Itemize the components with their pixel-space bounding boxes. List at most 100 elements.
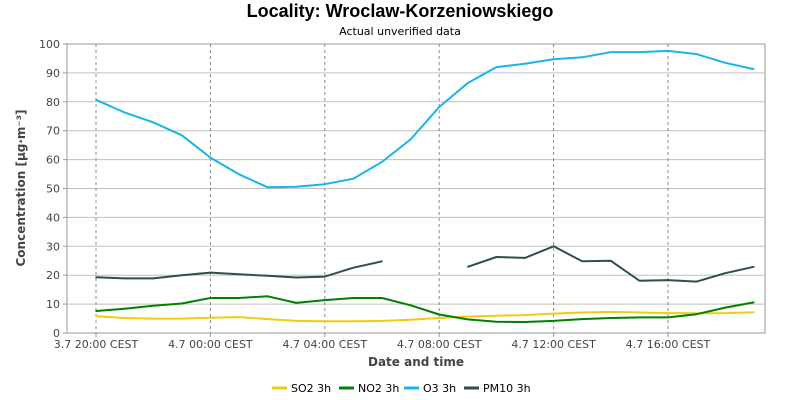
data-point-so2-3h bbox=[295, 320, 298, 322]
data-point-so2-3h bbox=[467, 315, 469, 318]
data-point-o3-3h bbox=[524, 62, 526, 65]
chart-subtitle: Actual unverified data bbox=[339, 25, 461, 38]
data-point-o3-3h bbox=[467, 82, 469, 84]
data-point-pm10-3h bbox=[123, 277, 126, 280]
x-axis-label: Date and time bbox=[368, 355, 464, 369]
legend-label-no2-3h: NO2 3h bbox=[358, 382, 399, 395]
data-point-no2-3h bbox=[524, 321, 526, 323]
data-point-no2-3h bbox=[667, 316, 669, 319]
data-point-so2-3h bbox=[753, 311, 755, 314]
data-point-pm10-3h bbox=[638, 279, 641, 282]
data-point-o3-3h bbox=[295, 186, 298, 188]
data-point-o3-3h bbox=[409, 138, 412, 141]
data-point-o3-3h bbox=[352, 177, 355, 180]
data-point-o3-3h bbox=[181, 134, 183, 137]
data-point-pm10-3h bbox=[352, 266, 355, 269]
y-tick-label: 90 bbox=[46, 67, 60, 80]
data-point-so2-3h bbox=[324, 320, 326, 323]
data-point-pm10-3h bbox=[495, 256, 498, 258]
data-point-pm10-3h bbox=[266, 275, 269, 277]
data-point-so2-3h bbox=[409, 318, 412, 321]
data-point-no2-3h bbox=[209, 297, 212, 299]
legend-label-o3-3h: O3 3h bbox=[423, 382, 456, 395]
y-tick-label: 10 bbox=[46, 298, 60, 311]
data-point-so2-3h bbox=[581, 311, 583, 314]
data-point-no2-3h bbox=[381, 297, 383, 299]
data-point-o3-3h bbox=[324, 183, 326, 185]
data-point-pm10-3h bbox=[581, 260, 583, 263]
data-point-no2-3h bbox=[610, 317, 612, 319]
data-point-o3-3h bbox=[610, 51, 612, 53]
data-point-so2-3h bbox=[524, 314, 526, 316]
data-point-o3-3h bbox=[695, 53, 698, 55]
data-point-o3-3h bbox=[667, 50, 669, 52]
x-axis-ticks: 3.7 20:00 CEST 4.7 00:00 CEST 4.7 04:00 CE… bbox=[54, 333, 711, 351]
data-point-o3-3h bbox=[95, 99, 97, 101]
data-point-so2-3h bbox=[181, 317, 183, 320]
data-point-so2-3h bbox=[95, 315, 97, 318]
data-point-pm10-3h bbox=[552, 245, 555, 248]
data-point-o3-3h bbox=[495, 66, 498, 68]
data-point-no2-3h bbox=[495, 320, 498, 323]
data-point-o3-3h bbox=[123, 111, 126, 114]
series-line-no2-3h bbox=[95, 295, 754, 323]
data-point-no2-3h bbox=[753, 301, 755, 304]
data-point-so2-3h bbox=[152, 317, 154, 320]
data-point-o3-3h bbox=[753, 68, 755, 70]
data-point-no2-3h bbox=[152, 305, 154, 307]
data-point-no2-3h bbox=[324, 299, 326, 301]
data-point-no2-3h bbox=[467, 318, 469, 321]
y-tick-label: 0 bbox=[53, 327, 60, 340]
data-point-pm10-3h bbox=[695, 280, 698, 283]
data-point-so2-3h bbox=[266, 318, 269, 320]
data-point-no2-3h bbox=[352, 297, 355, 299]
data-point-pm10-3h bbox=[610, 260, 612, 262]
data-point-o3-3h bbox=[552, 58, 555, 61]
legend-label-pm10-3h: PM10 3h bbox=[483, 382, 531, 395]
data-point-pm10-3h bbox=[95, 276, 97, 279]
data-point-so2-3h bbox=[724, 312, 726, 314]
data-point-o3-3h bbox=[381, 161, 383, 163]
data-point-so2-3h bbox=[209, 316, 212, 319]
data-point-so2-3h bbox=[495, 314, 498, 317]
y-tick-label: 60 bbox=[46, 154, 60, 167]
series-line-o3-3h bbox=[95, 49, 755, 189]
data-point-no2-3h bbox=[123, 307, 126, 310]
data-point-no2-3h bbox=[438, 313, 441, 316]
x-tick-label: 4.7 16:00 CEST bbox=[626, 338, 711, 351]
data-point-o3-3h bbox=[238, 173, 240, 176]
x-tick-label: 3.7 20:00 CEST bbox=[54, 338, 139, 351]
data-point-no2-3h bbox=[181, 302, 183, 305]
data-point-no2-3h bbox=[238, 297, 240, 299]
data-point-pm10-3h bbox=[324, 275, 326, 278]
data-point-o3-3h bbox=[724, 62, 726, 64]
legend-label-so2-3h: SO2 3h bbox=[291, 382, 331, 395]
data-point-pm10-3h bbox=[181, 274, 183, 277]
data-point-no2-3h bbox=[409, 304, 412, 307]
data-point-so2-3h bbox=[667, 312, 669, 314]
data-point-no2-3h bbox=[266, 295, 269, 298]
data-point-so2-3h bbox=[552, 312, 555, 315]
data-point-o3-3h bbox=[438, 106, 441, 108]
y-tick-label: 20 bbox=[46, 269, 60, 282]
x-tick-label: 4.7 00:00 CEST bbox=[168, 338, 253, 351]
data-point-o3-3h bbox=[152, 121, 154, 124]
y-tick-label: 30 bbox=[46, 240, 60, 253]
data-point-no2-3h bbox=[695, 313, 698, 316]
data-point-pm10-3h bbox=[724, 272, 726, 275]
x-tick-label: 4.7 04:00 CEST bbox=[283, 338, 368, 351]
chart-title: Locality: Wroclaw-Korzeniowskiego bbox=[247, 1, 554, 21]
y-axis-ticks: 0 10 20 30 40 50 60 70 80 90 100 bbox=[39, 38, 67, 340]
data-point-o3-3h bbox=[209, 156, 212, 159]
data-point-no2-3h bbox=[581, 318, 583, 320]
series-line-so2-3h bbox=[95, 310, 754, 323]
data-point-pm10-3h bbox=[152, 277, 154, 280]
data-point-o3-3h bbox=[581, 56, 583, 59]
data-point-pm10-3h bbox=[467, 266, 469, 268]
data-point-so2-3h bbox=[352, 320, 355, 323]
data-point-pm10-3h bbox=[753, 266, 755, 268]
data-point-pm10-3h bbox=[524, 257, 526, 259]
y-tick-label: 100 bbox=[39, 38, 60, 51]
data-point-no2-3h bbox=[724, 306, 726, 309]
y-tick-label: 70 bbox=[46, 125, 60, 138]
